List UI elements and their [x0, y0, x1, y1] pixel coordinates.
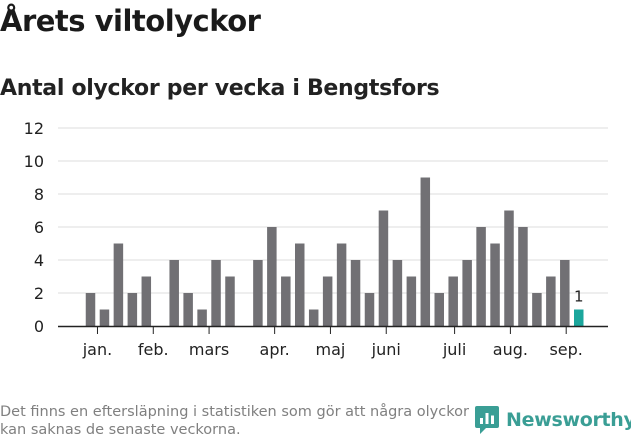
y-tick-label: 0	[34, 317, 44, 336]
y-tick-label: 12	[24, 119, 44, 138]
x-tick-label: juli	[442, 340, 466, 359]
x-tick-label: juni	[371, 340, 401, 359]
newsworthy-brand: Newsworthy	[474, 405, 631, 435]
bar	[392, 260, 403, 326]
y-tick-label: 6	[34, 218, 44, 237]
bar	[253, 260, 263, 326]
bar	[420, 177, 431, 326]
bar	[546, 276, 556, 326]
bar	[281, 276, 291, 326]
chart-title: Årets viltolyckor	[0, 4, 261, 38]
bar	[476, 227, 486, 326]
bar	[406, 276, 417, 326]
bar	[532, 293, 542, 326]
x-tick-label: jan.	[82, 340, 112, 359]
bar	[434, 293, 444, 326]
bar	[141, 276, 152, 326]
data-label: 1	[574, 288, 584, 306]
bar	[308, 309, 319, 326]
x-tick-label: aug.	[493, 340, 528, 359]
x-tick-label: sep.	[549, 340, 582, 359]
x-tick-label: feb.	[138, 340, 169, 359]
y-tick-label: 2	[34, 284, 44, 303]
bar	[197, 309, 207, 326]
y-tick-label: 4	[34, 251, 44, 270]
x-tick-label: mars	[189, 340, 229, 359]
bar	[518, 227, 528, 326]
bar	[364, 293, 375, 326]
bar-chart: 0 2 4 6 8 10 12 1 jan. feb. mars apr. maj juni juli aug…	[24, 119, 608, 359]
y-tick-label: 8	[34, 185, 44, 204]
x-tick-label: maj	[316, 340, 346, 359]
bar	[378, 210, 389, 326]
bar	[504, 210, 514, 326]
bar	[560, 260, 570, 326]
bar	[295, 243, 305, 326]
bar	[267, 227, 277, 326]
bar	[113, 243, 124, 326]
bar	[183, 293, 193, 326]
bar	[448, 276, 458, 326]
bar-highlight	[574, 309, 584, 326]
brand-name: Newsworthy	[506, 409, 631, 431]
y-tick-label: 10	[24, 152, 44, 171]
chart-subtitle: Antal olyckor per vecka i Bengtsfors	[0, 76, 440, 101]
footnote: Det finns en eftersläpning i statistiken…	[0, 404, 469, 438]
bar	[322, 276, 333, 326]
bar	[99, 309, 110, 326]
x-tick-label: apr.	[260, 340, 290, 359]
newsworthy-logo-icon	[475, 406, 499, 434]
bar	[462, 260, 472, 326]
bar	[336, 243, 347, 326]
bar	[490, 243, 500, 326]
bar	[169, 260, 179, 326]
bar	[225, 276, 235, 326]
bar	[127, 293, 138, 326]
bar	[211, 260, 221, 326]
bar	[85, 293, 96, 326]
bar	[350, 260, 361, 326]
